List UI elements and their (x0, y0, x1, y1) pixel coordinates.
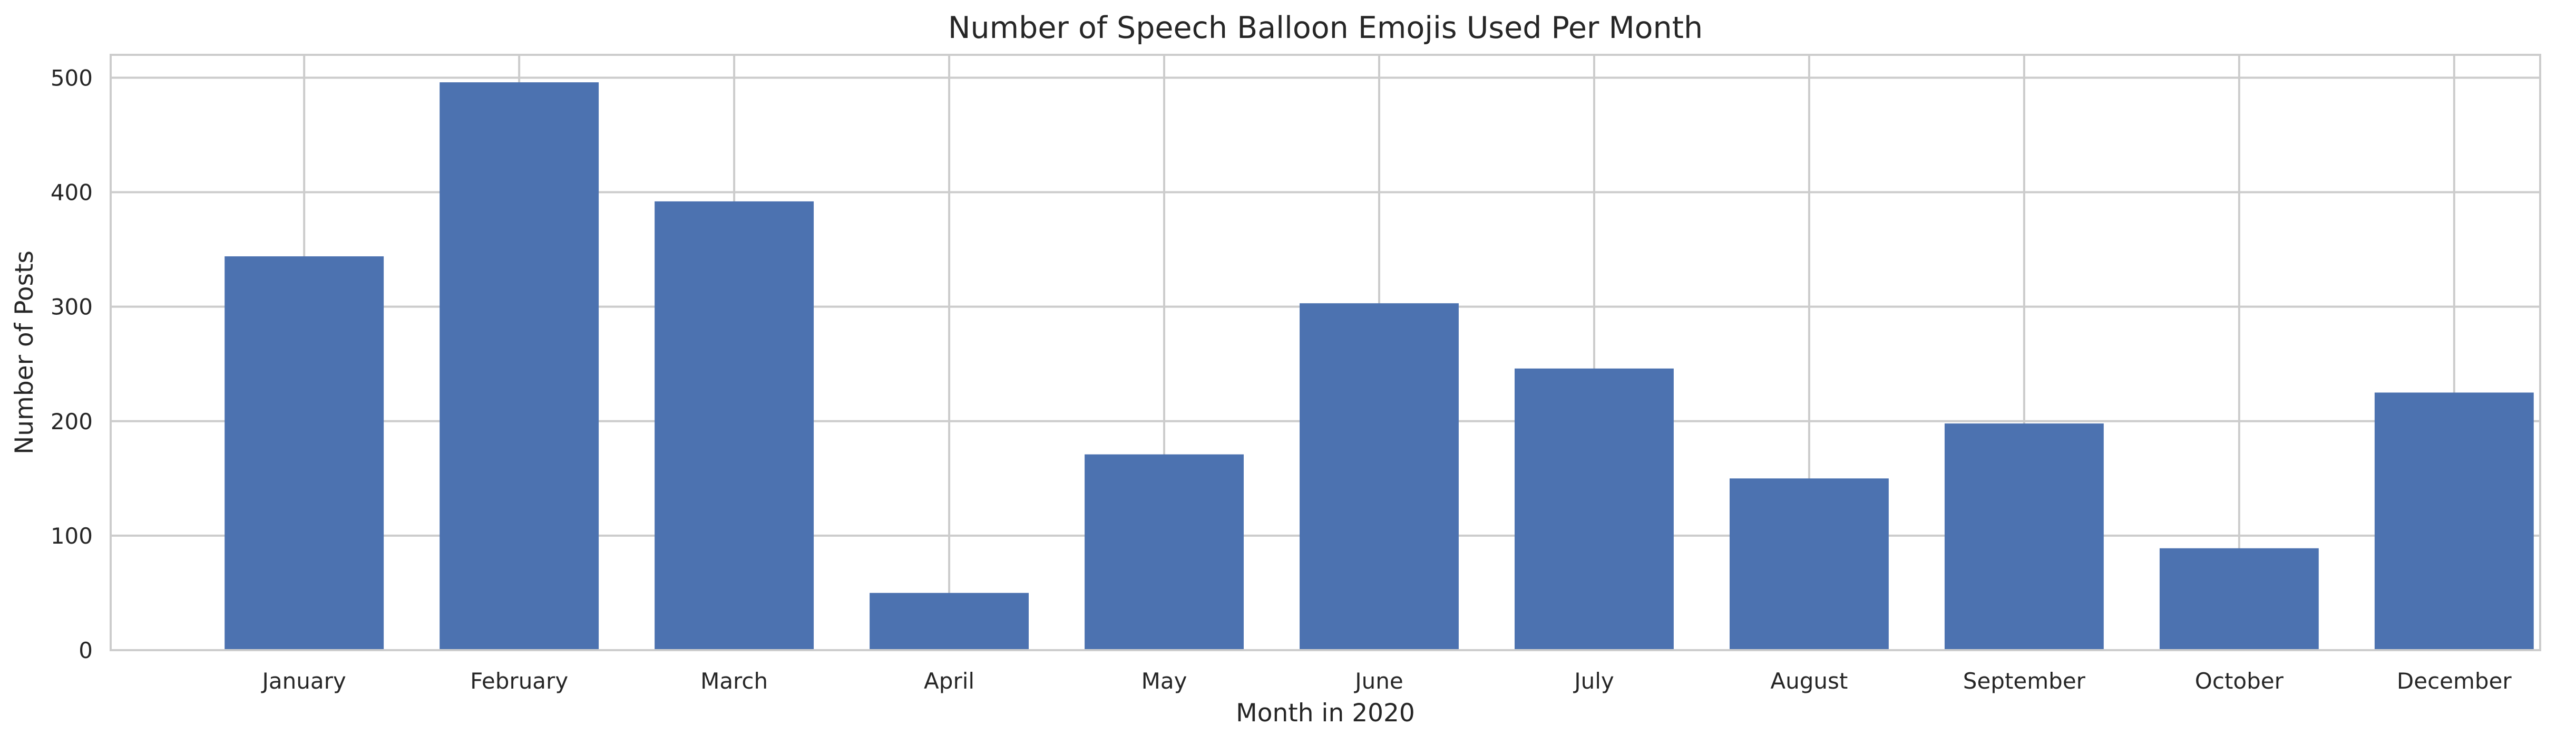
bar-september (1944, 423, 2104, 650)
bar-january (225, 256, 384, 651)
x-tick-label: January (261, 668, 346, 694)
tick-labels: 0 100 200 300 400 500 January February March Apri… (51, 65, 2512, 694)
y-tick-label: 300 (51, 294, 93, 320)
y-tick-label: 100 (51, 523, 93, 549)
y-axis-label: Number of Posts (10, 250, 39, 455)
plot-frame (110, 54, 2541, 651)
y-tick-label: 400 (51, 180, 93, 206)
y-tick-label: 200 (51, 409, 93, 434)
bar-june (1300, 303, 1459, 650)
y-tick-label: 0 (79, 637, 93, 663)
x-tick-label: September (1963, 668, 2086, 694)
bar-october (2159, 548, 2319, 650)
x-tick-label: June (1353, 668, 1403, 694)
x-tick-label: May (1141, 668, 1187, 694)
bar-december (2374, 392, 2534, 650)
x-tick-label: December (2397, 668, 2512, 694)
y-tick-label: 500 (51, 65, 93, 91)
bar-august (1729, 478, 1889, 650)
bar-april (870, 593, 1029, 650)
x-tick-label: October (2195, 668, 2284, 694)
x-axis-label: Month in 2020 (1236, 699, 1415, 728)
x-tick-label: July (1573, 668, 1614, 694)
bar-july (1515, 368, 1674, 650)
chart-title: Number of Speech Balloon Emojis Used Per… (948, 11, 1703, 45)
x-tick-label: August (1770, 668, 1848, 694)
bar-march (655, 201, 814, 650)
x-tick-label: April (924, 668, 974, 694)
bars (225, 82, 2534, 651)
bar-february (440, 82, 599, 651)
bar-may (1085, 454, 1244, 650)
x-tick-label: February (470, 668, 568, 694)
x-tick-label: March (700, 668, 768, 694)
